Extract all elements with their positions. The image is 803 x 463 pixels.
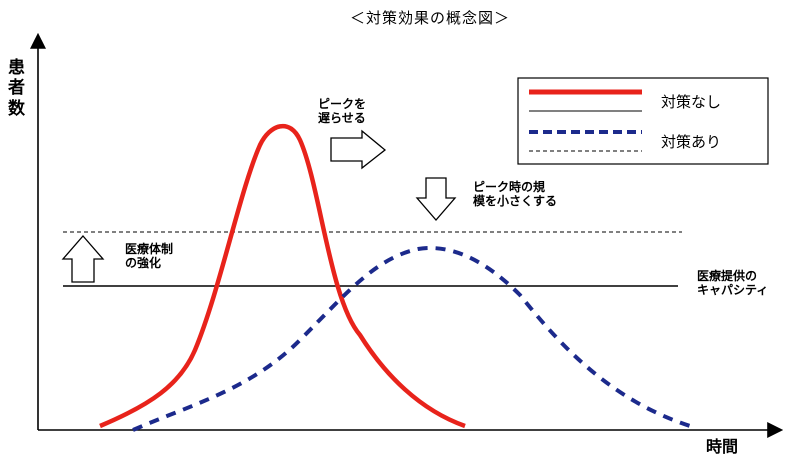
annotation-delay-peak-line1: ピークを: [318, 97, 367, 111]
annotation-reduce-peak-line1: ピーク時の規: [473, 180, 546, 194]
annotation-strengthen-line2: の強化: [125, 255, 162, 270]
right-arrow-icon: [330, 129, 387, 170]
annotation-delay-peak: ピークを 遅らせる: [318, 97, 367, 126]
diagram-title: ＜対策効果の概念図＞: [349, 9, 510, 27]
annotation-strengthen-line1: 医療体制: [125, 242, 174, 256]
annotation-capacity: 医療提供の キャパシティ: [697, 269, 769, 298]
down-arrow-icon: [415, 177, 457, 221]
y-axis-label: 患者数: [8, 58, 25, 119]
annotation-reduce-peak: ピーク時の規 模を小さくする: [473, 180, 558, 209]
curve-with-measures: [132, 246, 691, 432]
annotation-reduce-peak-line2: 模を小さくする: [473, 193, 558, 208]
curve-no-measures: [99, 123, 466, 429]
annotation-capacity-line1: 医療提供の: [697, 269, 758, 283]
legend-label-no-measures: 対策なし: [661, 93, 722, 111]
x-axis-label: 時間: [706, 437, 739, 456]
annotation-delay-peak-line2: 遅らせる: [318, 110, 366, 125]
annotation-capacity-line2: キャパシティ: [697, 282, 769, 297]
legend-label-with-measures: 対策あり: [661, 133, 722, 151]
up-arrow-icon: [61, 235, 105, 283]
annotation-strengthen: 医療体制 の強化: [125, 242, 174, 271]
